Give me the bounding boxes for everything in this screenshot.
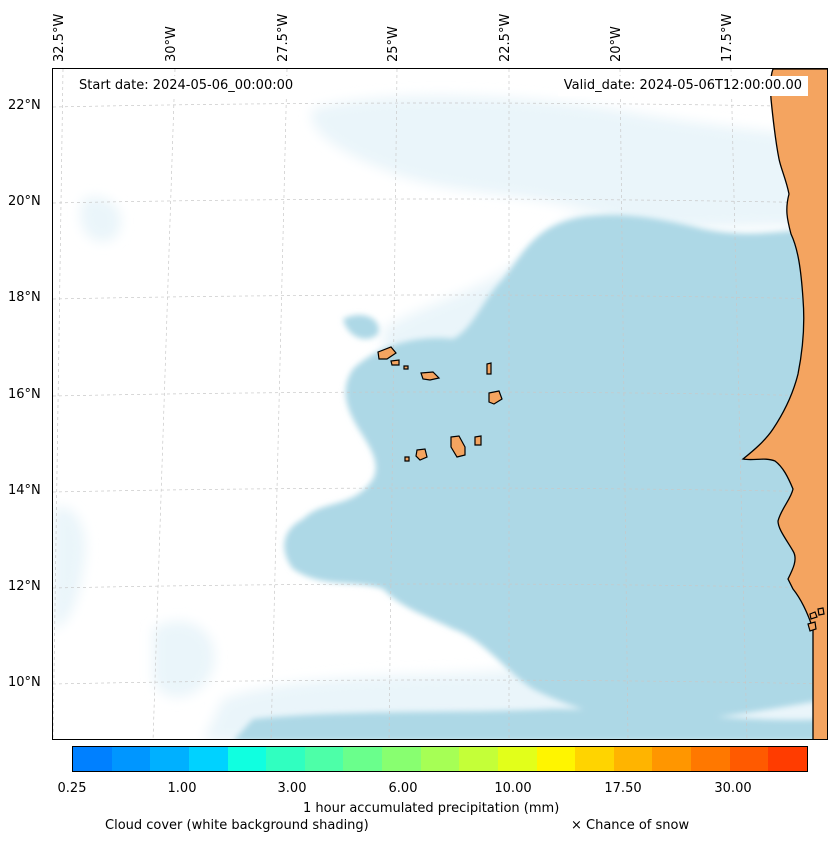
island-boa-vista — [488, 390, 503, 405]
african-coastline — [741, 69, 827, 739]
colorbar-segment-18 — [768, 747, 807, 771]
colorbar-tick-6-00: 6.00 — [388, 781, 418, 796]
island-sao-vicente — [390, 359, 400, 366]
island-sal — [486, 362, 492, 375]
valid-date-label: Valid_date: 2024-05-06T12:00:00.00 — [557, 76, 808, 96]
colorbar-segment-3 — [188, 747, 228, 771]
snow-legend: × Chance of snow — [571, 818, 690, 833]
island-santa-luzia — [403, 365, 409, 370]
graticule — [53, 69, 827, 739]
colorbar-segment-14 — [613, 747, 653, 771]
lat-label-16n: 16°N — [8, 387, 41, 402]
precip-area-main — [284, 214, 827, 724]
gridline-lon-20w — [619, 69, 629, 739]
colorbar-segment-0 — [73, 747, 112, 771]
colorbar-segment-15 — [652, 747, 691, 771]
colorbar-tick-0-25: 0.25 — [57, 781, 87, 796]
map-panel — [52, 68, 828, 740]
island-maio — [474, 435, 482, 446]
lat-label-22n: 22°N — [8, 98, 41, 113]
precip-area-south-band — [234, 709, 827, 739]
gridline-lon-27-5w — [270, 69, 288, 739]
start-date-label: Start date: 2024-05-06_00:00:00 — [73, 76, 300, 96]
island-bijagos-1 — [807, 621, 817, 632]
precipitation-field — [234, 214, 827, 739]
lon-label-22-5w: 22.5°W — [498, 13, 513, 62]
island-santiago — [450, 435, 466, 458]
gridline-lon-32-5w — [53, 69, 64, 739]
colorbar-segment-6 — [304, 747, 344, 771]
colorbar-segment-12 — [536, 747, 576, 771]
island-fogo — [415, 448, 428, 461]
gridline-lat-20n — [53, 198, 827, 204]
precip-area-west-blob — [343, 314, 379, 339]
colorbar-segment-8 — [382, 747, 421, 771]
cloud-shading-northwest — [80, 197, 122, 242]
colorbar-tick-10-00: 10.00 — [494, 781, 532, 796]
lat-label-20n: 20°N — [8, 194, 41, 209]
island-bijagos-2 — [809, 611, 818, 620]
colorbar-segment-2 — [150, 747, 189, 771]
colorbar-segment-11 — [497, 747, 537, 771]
gridline-lon-17-5w — [730, 69, 748, 739]
gridline-lat-12n — [53, 583, 827, 589]
colorbar-tick-3-00: 3.00 — [277, 781, 307, 796]
colorbar-segment-5 — [266, 747, 305, 771]
colorbar-segment-13 — [575, 747, 614, 771]
cloud-shading-southwest — [153, 621, 215, 698]
land-africa — [741, 69, 827, 739]
lon-label-27-5w: 27.5°W — [276, 13, 291, 62]
gridline-lat-18n — [53, 294, 827, 300]
bijagos-islands — [807, 607, 825, 632]
lon-label-25w: 25°W — [386, 26, 401, 62]
colorbar-tick-30-00: 30.00 — [714, 781, 752, 796]
cloud-shading-west — [53, 507, 86, 629]
lon-label-17-5w: 17.5°W — [720, 13, 735, 62]
precipitation-colorbar — [72, 746, 808, 772]
lat-label-10n: 10°N — [8, 675, 41, 690]
colorbar-tick-17-50: 17.50 — [604, 781, 642, 796]
lat-label-18n: 18°N — [8, 290, 41, 305]
map-canvas — [53, 69, 827, 739]
lon-label-30w: 30°W — [164, 26, 179, 62]
cloud-shading-north — [311, 95, 827, 229]
island-santo-antao — [377, 346, 397, 360]
colorbar-segment-17 — [729, 747, 769, 771]
gridline-lon-30w — [152, 69, 176, 739]
island-sao-nicolau — [420, 371, 441, 381]
gridline-lat-14n — [53, 487, 827, 493]
gridline-lat-16n — [53, 391, 827, 397]
cape-verde-islands — [377, 346, 503, 462]
colorbar-tick-1-00: 1.00 — [167, 781, 197, 796]
lat-label-12n: 12°N — [8, 579, 41, 594]
lat-label-14n: 14°N — [8, 483, 41, 498]
colorbar-label: 1 hour accumulated precipitation (mm) — [303, 801, 560, 816]
island-brava — [404, 456, 410, 462]
gridline-lat-10n — [53, 679, 827, 685]
colorbar-segment-16 — [691, 747, 730, 771]
colorbar-segment-9 — [420, 747, 460, 771]
colorbar-segment-1 — [111, 747, 151, 771]
colorbar-segment-10 — [459, 747, 498, 771]
cloud-cover-legend: Cloud cover (white background shading) — [105, 818, 369, 833]
gridline-lat-22n — [53, 102, 827, 108]
colorbar-segment-7 — [343, 747, 382, 771]
lon-label-20w: 20°W — [609, 26, 624, 62]
island-bijagos-3 — [817, 607, 825, 616]
lon-label-32-5w: 32.5°W — [52, 13, 67, 62]
colorbar-segment-4 — [227, 747, 267, 771]
gridline-lon-25w — [388, 69, 398, 739]
